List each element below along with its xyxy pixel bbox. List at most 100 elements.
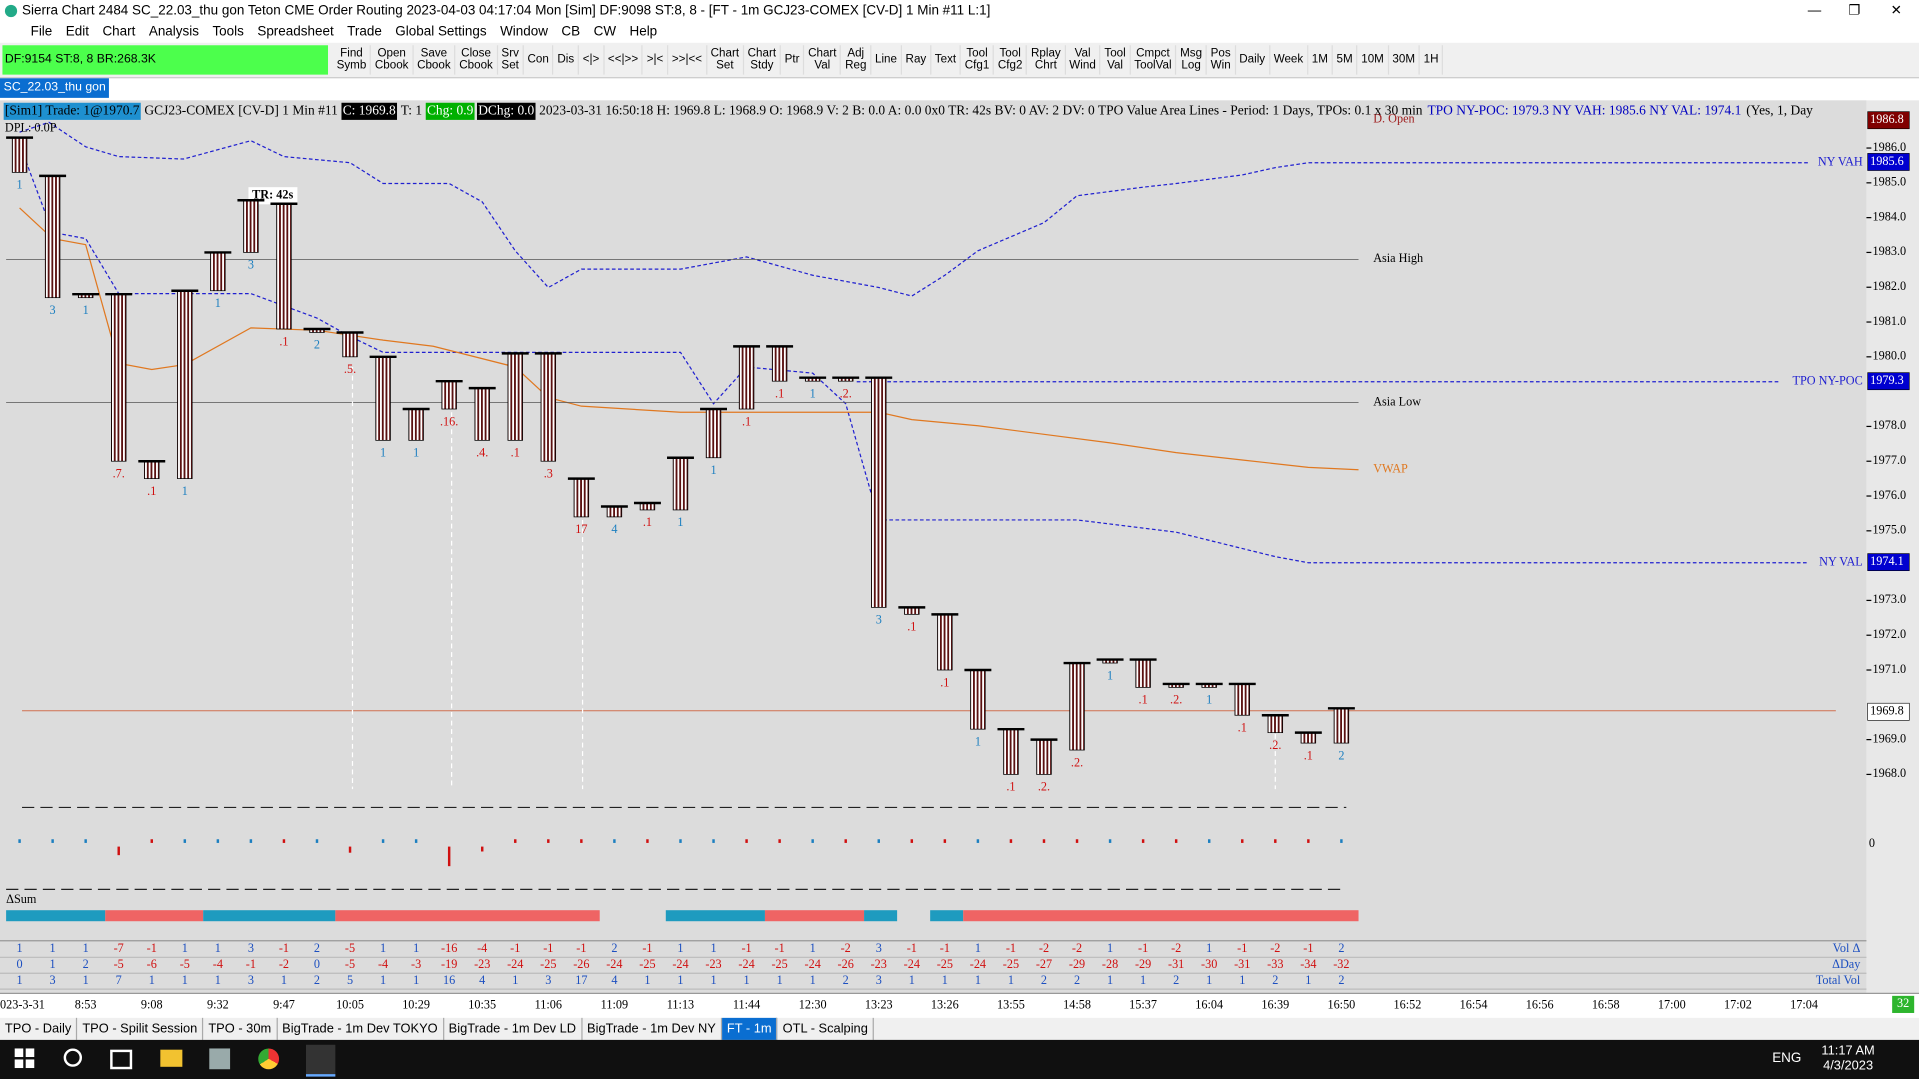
sheet-tab[interactable]: BigTrade - 1m Dev NY	[582, 1017, 722, 1040]
toolbar-button[interactable]: 30M	[1389, 45, 1420, 75]
sheet-tab[interactable]: TPO - 30m	[203, 1017, 278, 1040]
toolbar-button[interactable]: Tool Val	[1101, 45, 1131, 75]
toolbar-button[interactable]: >>|<<	[668, 45, 707, 75]
toolbar-button[interactable]: Cmpct ToolVal	[1131, 45, 1177, 75]
toolbar-button[interactable]: Find Symb	[333, 45, 372, 75]
sheet-tab[interactable]: FT - 1m	[721, 1017, 778, 1040]
menu-item[interactable]: Edit	[65, 24, 89, 40]
delta-tick	[117, 846, 120, 856]
table-cell: -24	[507, 957, 523, 971]
bar-label: 4	[611, 522, 617, 536]
task-view[interactable]	[110, 1049, 133, 1070]
price-bar	[573, 478, 590, 518]
menu-item[interactable]: Analysis	[148, 24, 199, 40]
toolbar-button[interactable]: 1M	[1308, 45, 1333, 75]
sierra-icon[interactable]	[305, 1044, 336, 1077]
bar-label: .1	[511, 446, 520, 460]
menu-item[interactable]: Global Settings	[395, 24, 487, 40]
bar-label: .1	[279, 334, 288, 348]
bar-label: 1	[83, 303, 89, 317]
toolbar-button[interactable]: Daily	[1236, 45, 1271, 75]
menu-item[interactable]: CW	[593, 24, 617, 40]
sheet-tab[interactable]: BigTrade - 1m Dev LD	[444, 1017, 583, 1040]
price-bar	[210, 252, 226, 292]
toolbar-button[interactable]: Rplay Chrt	[1027, 45, 1066, 75]
restore[interactable]: ❐	[1848, 3, 1861, 19]
start-button[interactable]	[14, 1048, 35, 1069]
menu-item[interactable]: CB	[561, 24, 581, 40]
time-label: 16:56	[1526, 997, 1554, 1011]
toolbar-button[interactable]: Ray	[902, 45, 932, 75]
explorer-icon[interactable]	[160, 1049, 183, 1067]
menu-item[interactable]: Tools	[212, 24, 244, 40]
sheet-tab[interactable]: BigTrade - 1m Dev TOKYO	[277, 1017, 444, 1040]
language[interactable]: ENG	[1772, 1050, 1802, 1066]
toolbar-button[interactable]: Dis	[554, 45, 580, 75]
table-cell: 1	[1008, 973, 1014, 987]
toolbar-button[interactable]: Val Wind	[1066, 45, 1101, 75]
menu-item[interactable]: Chart	[102, 24, 136, 40]
toolbar-button[interactable]: 1H	[1420, 45, 1444, 75]
toolbar-button[interactable]: Pos Win	[1207, 45, 1236, 75]
toolbar-button[interactable]: Save Cbook	[413, 45, 456, 75]
menu-item[interactable]: Spreadsheet	[257, 24, 334, 40]
toolbar-button[interactable]: Text	[931, 45, 962, 75]
toolbar-button[interactable]: Tool Cfg1	[961, 45, 995, 75]
toolbar-button[interactable]: Chart Val	[804, 45, 842, 75]
toolbar-button[interactable]: Adj Reg	[841, 45, 872, 75]
poc-label: TPO NY-POC	[1792, 374, 1862, 388]
price-bar	[705, 408, 722, 459]
table-cell: -1	[543, 941, 553, 955]
close[interactable]: ✕	[1890, 3, 1902, 19]
price-bar	[144, 460, 160, 479]
toolbar-button[interactable]: 5M	[1333, 45, 1358, 75]
time-label: 15:37	[1129, 997, 1157, 1011]
price-bar	[771, 346, 788, 382]
clock[interactable]: 11:17 AM 4/3/2023	[1811, 1044, 1884, 1073]
table-cell: 1	[777, 973, 783, 987]
minimize[interactable]: —	[1807, 3, 1822, 19]
chart-tab[interactable]: SC_22.03_thu gon	[0, 78, 110, 98]
delta-tick	[183, 839, 187, 843]
zero-label: 0	[1869, 836, 1875, 850]
toolbar-button[interactable]: 10M	[1358, 45, 1389, 75]
price-box-label: 1974.1	[1870, 554, 1904, 568]
bar-label: 1	[182, 484, 188, 498]
toolbar-button[interactable]: Line	[871, 45, 902, 75]
search-button[interactable]	[63, 1048, 83, 1067]
toolbar-button[interactable]: Open Cbook	[371, 45, 414, 75]
price-box	[1867, 553, 1910, 572]
app-icon[interactable]	[209, 1048, 231, 1070]
price-tick-label: 1986.0	[1873, 140, 1907, 154]
header-segment: DChg: 0.0	[478, 102, 534, 117]
toolbar-button[interactable]: Week	[1270, 45, 1309, 75]
sheet-tab[interactable]: TPO - Daily	[0, 1017, 78, 1040]
toolbar-button[interactable]: Srv Set	[498, 45, 524, 75]
toolbar-button[interactable]: Close Cbook	[456, 45, 498, 75]
date: 4/3/2023	[1823, 1058, 1874, 1073]
toolbar-button[interactable]: Chart Set	[707, 45, 744, 75]
table-cell: -1	[1303, 941, 1313, 955]
table-cell: 0	[314, 957, 320, 971]
time-label: 13:26	[931, 997, 959, 1011]
chrome-icon[interactable]	[258, 1048, 280, 1070]
toolbar-button[interactable]: Tool Cfg2	[994, 45, 1028, 75]
price-tick-label: 1973.0	[1873, 592, 1907, 606]
menu-item[interactable]: Trade	[347, 24, 382, 40]
menu-item[interactable]: Help	[629, 24, 658, 40]
table-cell: -7	[114, 941, 124, 955]
toolbar-button[interactable]: Ptr	[781, 45, 805, 75]
price-bar	[1300, 732, 1317, 744]
sheet-tab[interactable]: TPO - Spilit Session	[77, 1017, 204, 1040]
toolbar-button[interactable]: Chart Stdy	[744, 45, 781, 75]
sheet-tab[interactable]: OTL - Scalping	[778, 1017, 874, 1040]
toolbar-button[interactable]: Msg Log	[1176, 45, 1207, 75]
table-cell: -28	[1102, 957, 1118, 971]
toolbar-button[interactable]: <<|>>	[604, 45, 644, 75]
toolbar-button[interactable]: <|>	[579, 45, 605, 75]
menu-item[interactable]: File	[30, 24, 53, 40]
menu-item[interactable]: Window	[500, 24, 548, 40]
price-tick-label: 1984.0	[1873, 209, 1907, 223]
toolbar-button[interactable]: Con	[524, 45, 554, 75]
toolbar-button[interactable]: >|<	[643, 45, 669, 75]
